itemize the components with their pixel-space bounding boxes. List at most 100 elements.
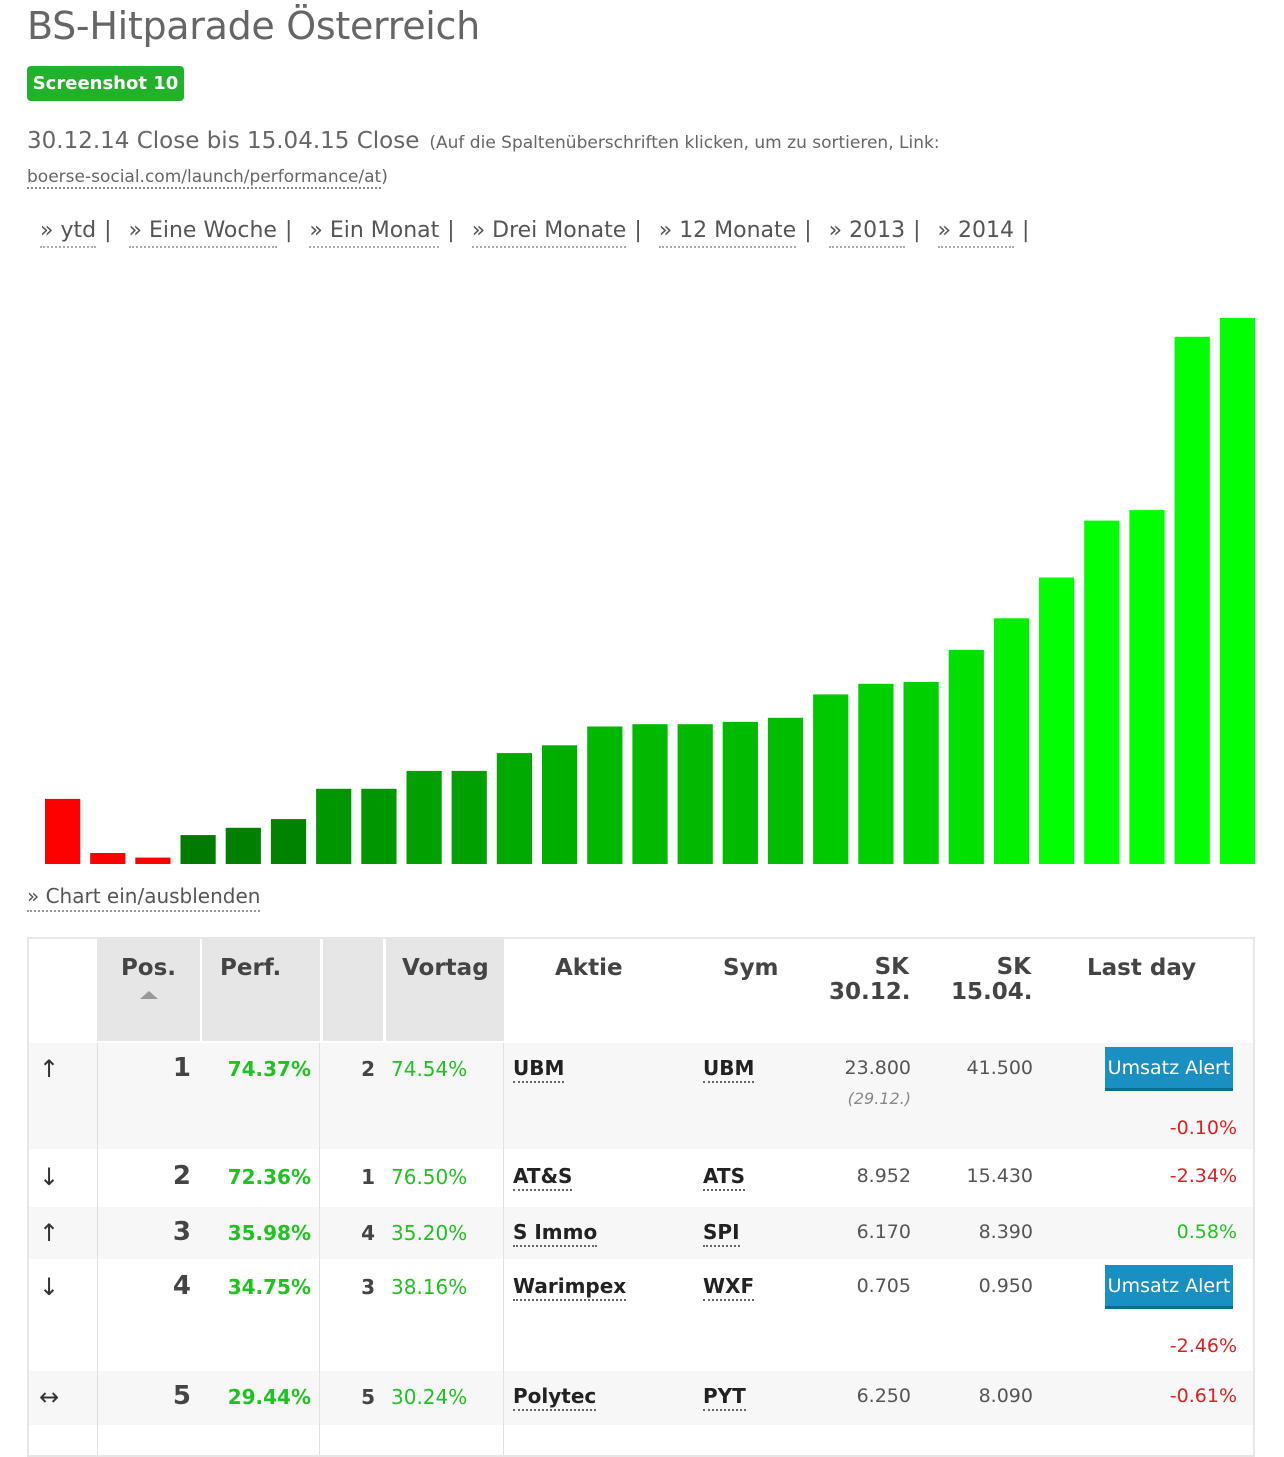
sort-asc-icon <box>139 991 158 999</box>
trend-flat-icon: ↔ <box>39 1383 60 1411</box>
header-sk2-a: SK <box>996 954 1031 980</box>
period-nav: » ytd | » Eine Woche | » Ein Monat | » Drei… <box>40 216 1039 248</box>
row-prev-pos: 4 <box>361 1221 375 1245</box>
header-sk-3012[interactable]: SK 30.12. <box>829 939 911 1041</box>
umsatz-alert-button[interactable]: Umsatz Alert <box>1105 1265 1233 1309</box>
header-sk2-b: 15.04. <box>951 979 1033 1005</box>
period-12-monate[interactable]: » 12 Monate <box>658 216 797 248</box>
header-sk1-a: SK <box>874 954 909 980</box>
header-last-day[interactable]: Last day <box>1087 939 1227 1041</box>
row-pos: 1 <box>172 1053 191 1083</box>
row-sk1: 8.952 <box>856 1165 911 1187</box>
row-sk2: 41.500 <box>966 1057 1033 1079</box>
table-row: ↑ 3 35.98% 4 35.20% S Immo SPI 6.170 8.3… <box>29 1207 1253 1259</box>
header-sk-1504[interactable]: SK 15.04. <box>951 939 1033 1041</box>
period-2013[interactable]: » 2013 <box>828 216 906 248</box>
chart-bar <box>767 717 804 864</box>
header-prev-pos[interactable] <box>323 939 383 1041</box>
table-row: ↓ 2 72.36% 1 76.50% AT&S ATS 8.952 15.43… <box>29 1151 1253 1207</box>
header-pos-label: Pos. <box>120 955 177 981</box>
performance-table: Pos. Perf. Vortag Aktie Sym SK 30.12. SK… <box>27 937 1255 1457</box>
header-perf[interactable]: Perf. <box>202 939 320 1041</box>
chart-bar <box>722 721 758 864</box>
row-sym-link[interactable]: SPI <box>703 1219 740 1247</box>
period-separator: | <box>804 218 812 243</box>
range-hint: (Auf die Spaltenüberschriften klicken, u… <box>429 133 940 153</box>
header-aktie[interactable]: Aktie <box>555 939 675 1041</box>
row-pos: 4 <box>172 1271 191 1301</box>
header-aktie-label: Aktie <box>555 955 623 981</box>
row-sk1-note: (29.12.) <box>847 1089 911 1108</box>
row-prev-perf: 35.20% <box>391 1221 468 1245</box>
row-sk2: 15.430 <box>966 1165 1033 1187</box>
header-vortag-label: Vortag <box>402 955 489 981</box>
row-pos: 3 <box>172 1217 191 1247</box>
period-ytd[interactable]: » ytd <box>40 216 97 248</box>
row-perf: 29.44% <box>227 1385 311 1409</box>
period-separator: | <box>634 218 642 243</box>
page-title: BS-Hitparade Österreich <box>27 4 480 48</box>
row-aktie-link[interactable]: Warimpex <box>513 1273 627 1301</box>
chart-bar <box>270 819 307 864</box>
chart-bar <box>406 770 442 864</box>
column-divider <box>97 1043 98 1455</box>
row-sk1: 6.250 <box>856 1385 911 1407</box>
row-aktie-link[interactable]: UBM <box>513 1055 565 1083</box>
chart-bar <box>316 788 352 864</box>
row-last-day: 0.58% <box>1176 1221 1237 1243</box>
umsatz-alert-button[interactable]: Umsatz Alert <box>1105 1047 1233 1091</box>
chart-bar <box>1219 318 1255 864</box>
header-vortag[interactable]: Vortag <box>386 939 504 1041</box>
period-separator: | <box>447 218 455 243</box>
chart-toggle-link[interactable]: » Chart ein/ausblenden <box>27 882 261 912</box>
row-sym-link[interactable]: ATS <box>703 1163 745 1191</box>
chart-bar <box>1039 577 1075 864</box>
performance-bar-chart <box>45 318 1255 864</box>
row-aktie-link[interactable]: S Immo <box>513 1219 598 1247</box>
period-separator: | <box>104 218 112 243</box>
row-pos: 2 <box>172 1161 191 1191</box>
range-close: ) <box>381 167 388 187</box>
row-sym-link[interactable]: PYT <box>703 1383 746 1411</box>
header-sk1-b: 30.12. <box>829 979 911 1005</box>
row-perf: 34.75% <box>227 1275 311 1299</box>
chart-bar <box>361 788 397 864</box>
row-last-day: -0.61% <box>1169 1385 1237 1407</box>
row-prev-perf: 76.50% <box>391 1165 468 1189</box>
chart-bar <box>587 726 623 864</box>
period-ein-monat[interactable]: » Ein Monat <box>309 216 440 248</box>
row-sk1: 6.170 <box>856 1221 911 1243</box>
row-sk1: 0.705 <box>856 1275 911 1297</box>
header-pos[interactable]: Pos. <box>97 939 200 1041</box>
range-main: 30.12.14 Close bis 15.04.15 Close <box>27 128 420 154</box>
row-prev-perf: 74.54% <box>391 1057 468 1081</box>
row-prev-pos: 1 <box>361 1165 375 1189</box>
row-aktie-link[interactable]: AT&S <box>513 1163 573 1191</box>
row-aktie-link[interactable]: Polytec <box>513 1383 597 1411</box>
row-prev-perf: 38.16% <box>391 1275 468 1299</box>
row-sym-link[interactable]: UBM <box>703 1055 755 1083</box>
chart-bar <box>225 827 261 864</box>
trend-down-icon: ↓ <box>39 1163 60 1191</box>
range-link[interactable]: boerse-social.com/launch/performance/at <box>27 167 382 189</box>
period-drei-monate[interactable]: » Drei Monate <box>471 216 627 248</box>
row-last-day: -2.46% <box>1169 1335 1237 1357</box>
period-separator: | <box>913 218 921 243</box>
row-prev-pos: 2 <box>361 1057 375 1081</box>
period-2014[interactable]: » 2014 <box>937 216 1014 248</box>
row-last-day: -0.10% <box>1169 1117 1237 1139</box>
chart-bar <box>858 683 894 864</box>
row-sym-link[interactable]: WXF <box>703 1273 755 1301</box>
row-sk2: 8.090 <box>978 1385 1033 1407</box>
table-row: ↔ 5 29.44% 5 30.24% Polytec PYT 6.250 8.… <box>29 1371 1253 1425</box>
row-prev-perf: 30.24% <box>391 1385 468 1409</box>
header-sym-label: Sym <box>723 955 779 981</box>
chart-bar <box>180 835 216 864</box>
screenshot-badge: Screenshot 10 <box>27 66 184 101</box>
chart-bar <box>948 649 984 864</box>
trend-up-icon: ↑ <box>39 1219 60 1247</box>
chart-bar <box>1084 520 1120 864</box>
chart-bar <box>993 618 1030 864</box>
period-eine-woche[interactable]: » Eine Woche <box>128 216 277 248</box>
header-sym[interactable]: Sym <box>723 939 803 1041</box>
